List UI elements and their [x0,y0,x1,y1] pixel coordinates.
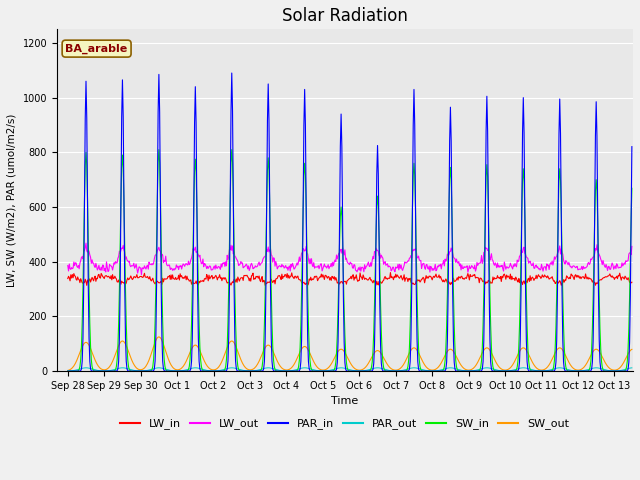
LW_in [64,276,72,281]
LW_in [628,279,636,285]
PAR_out [628,365,636,371]
SW_out [305,349,313,355]
SW_in [628,185,636,191]
SW_out [64,368,72,373]
SW_in [483,162,491,168]
PAR_in [469,368,477,374]
PAR_in [628,144,636,150]
PAR_in [228,70,236,76]
SW_out [143,362,150,368]
PAR_out [305,366,313,372]
SW_out [66,367,74,372]
PAR_in [305,366,313,372]
SW_out [155,334,163,340]
LW_in [326,275,334,280]
Line: SW_out: SW_out [68,337,632,371]
PAR_out [326,367,334,373]
LW_out [484,248,492,253]
PAR_in [143,368,150,374]
LW_in [66,278,74,284]
Legend: LW_in, LW_out, PAR_in, PAR_out, SW_in, SW_out: LW_in, LW_out, PAR_in, PAR_out, SW_in, S… [116,414,573,434]
SW_in [305,345,313,350]
SW_in [64,368,72,374]
LW_out [64,263,72,268]
Line: PAR_out: PAR_out [68,368,632,371]
LW_in [261,282,269,288]
SW_in [326,368,334,374]
PAR_in [64,368,72,374]
SW_out [326,362,334,368]
Text: BA_arable: BA_arable [65,44,128,54]
PAR_in [483,94,491,99]
LW_in [305,276,313,282]
PAR_out [483,365,491,371]
LW_out [145,266,152,272]
SW_in [66,368,74,374]
LW_out [138,272,145,277]
SW_in [469,368,477,374]
LW_in [470,273,478,278]
PAR_in [66,368,74,374]
Y-axis label: LW, SW (W/m2), PAR (umol/m2/s): LW, SW (W/m2), PAR (umol/m2/s) [7,113,17,287]
PAR_out [143,368,151,373]
LW_in [484,279,492,285]
PAR_out [469,368,477,373]
LW_out [628,243,636,249]
LW_out [66,265,74,271]
SW_out [483,345,491,351]
SW_out [469,365,477,371]
SW_out [628,347,636,352]
X-axis label: Time: Time [331,396,358,407]
LW_out [470,266,478,272]
PAR_out [118,365,126,371]
LW_out [306,256,314,262]
Line: LW_out: LW_out [68,243,632,275]
Title: Solar Radiation: Solar Radiation [282,7,408,25]
LW_in [143,275,150,280]
LW_out [328,260,335,266]
LW_in [387,270,394,276]
SW_in [155,147,163,153]
PAR_out [64,368,72,374]
Line: PAR_in: PAR_in [68,73,632,371]
Line: SW_in: SW_in [68,150,632,371]
SW_in [143,368,150,374]
PAR_in [326,368,334,374]
LW_out [82,240,90,246]
PAR_out [66,368,74,374]
Line: LW_in: LW_in [68,273,632,285]
